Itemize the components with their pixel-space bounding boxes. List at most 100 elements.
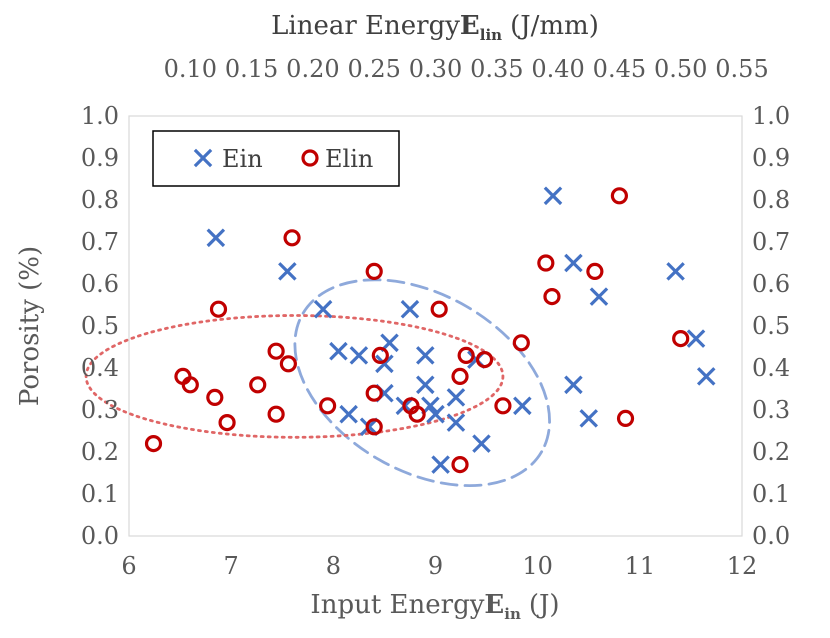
x-tick-label: 8 bbox=[326, 552, 341, 580]
point-ein bbox=[513, 396, 532, 416]
point-ein bbox=[666, 262, 685, 281]
point-elin bbox=[451, 456, 469, 474]
point-ein bbox=[313, 299, 333, 319]
bottom-axis-ticks: 6 7 8 9 10 11 12 bbox=[121, 552, 757, 580]
legend-elin-marker bbox=[301, 149, 319, 167]
annotation-ellipses bbox=[84, 278, 551, 488]
ellipse-elin bbox=[84, 314, 505, 439]
top-axis-title-sub: lin bbox=[480, 26, 502, 44]
x-tick-label: 6 bbox=[121, 552, 136, 580]
point-ein bbox=[400, 299, 420, 319]
y2-tick-label: 0.7 bbox=[752, 228, 790, 256]
x2-tick-label: 0.20 bbox=[286, 55, 339, 83]
point-ein bbox=[375, 354, 394, 374]
point-elin bbox=[610, 187, 629, 205]
point-ein bbox=[329, 341, 348, 361]
point-elin bbox=[408, 405, 426, 423]
point-elin bbox=[206, 388, 224, 406]
point-ein bbox=[416, 375, 435, 395]
point-elin bbox=[181, 376, 199, 394]
point-ein bbox=[206, 228, 226, 248]
point-elin bbox=[537, 254, 555, 272]
x2-tick-label: 0.55 bbox=[715, 55, 768, 83]
point-elin bbox=[451, 367, 469, 385]
legend: Ein Elin bbox=[152, 130, 400, 187]
point-ein bbox=[431, 455, 450, 474]
y-tick-label: 0.1 bbox=[81, 480, 119, 508]
point-elin bbox=[267, 405, 285, 423]
y-tick-label: 0.7 bbox=[81, 228, 119, 256]
ellipse-ein bbox=[293, 278, 551, 488]
legend-ein-marker bbox=[193, 148, 213, 168]
point-ein bbox=[446, 413, 466, 432]
point-elin bbox=[365, 418, 383, 436]
right-axis-ticks: 0.0 0.1 0.2 0.3 0.4 0.5 0.6 0.7 0.8 0.9 1.0 bbox=[752, 102, 790, 550]
point-elin bbox=[512, 334, 530, 352]
point-elin bbox=[283, 229, 301, 247]
x2-tick-label: 0.35 bbox=[470, 55, 523, 83]
point-elin bbox=[267, 342, 285, 360]
point-elin bbox=[249, 376, 267, 394]
point-ein bbox=[564, 375, 583, 395]
x-tick-label: 11 bbox=[625, 552, 656, 580]
top-axis-title-unit: (J/mm) bbox=[510, 11, 599, 41]
point-ein bbox=[416, 346, 435, 365]
top-axis-title: Linear EnergyElin (J/mm) bbox=[271, 11, 599, 44]
x-tick-label: 7 bbox=[224, 552, 239, 580]
bottom-axis-title-text: Input Energy bbox=[310, 590, 484, 620]
point-elin bbox=[616, 409, 635, 427]
x2-tick-label: 0.40 bbox=[531, 55, 584, 83]
point-ein bbox=[359, 417, 379, 437]
x-tick-label: 9 bbox=[428, 552, 443, 580]
y-axis-title: Porosity (%) bbox=[15, 246, 45, 406]
point-elin bbox=[371, 346, 389, 364]
y-tick-label: 0.0 bbox=[81, 522, 119, 550]
y2-tick-label: 0.4 bbox=[752, 354, 790, 382]
y2-tick-label: 0.5 bbox=[752, 312, 790, 340]
x2-tick-label: 0.45 bbox=[593, 55, 646, 83]
point-ein bbox=[380, 333, 399, 353]
legend-ein-label: Ein bbox=[222, 145, 263, 173]
bottom-axis-title: Input EnergyEin (J) bbox=[310, 590, 559, 623]
point-elin bbox=[365, 384, 383, 402]
point-elin bbox=[457, 346, 475, 364]
y-tick-label: 0.6 bbox=[81, 270, 119, 298]
legend-elin-label: Elin bbox=[325, 145, 373, 173]
data-points bbox=[144, 186, 716, 474]
point-ein bbox=[686, 329, 706, 348]
point-ein bbox=[426, 404, 445, 424]
point-ein bbox=[543, 186, 563, 206]
point-elin bbox=[586, 262, 604, 280]
top-axis-ticks: 0.10 0.15 0.20 0.25 0.30 0.35 0.40 0.45 0.50 0.55 bbox=[164, 55, 769, 83]
point-elin bbox=[218, 414, 236, 432]
point-elin bbox=[475, 351, 494, 369]
point-elin bbox=[209, 300, 228, 318]
x-tick-label: 10 bbox=[522, 552, 553, 580]
point-ein bbox=[472, 434, 491, 453]
point-ein bbox=[564, 253, 583, 273]
x2-tick-label: 0.25 bbox=[347, 55, 400, 83]
point-elin bbox=[430, 300, 448, 318]
point-elin bbox=[319, 397, 337, 415]
y-tick-label: 0.3 bbox=[81, 396, 119, 424]
y2-tick-label: 0.3 bbox=[752, 396, 790, 424]
point-ein bbox=[696, 367, 716, 386]
y2-tick-label: 0.6 bbox=[752, 270, 790, 298]
x2-tick-label: 0.50 bbox=[654, 55, 707, 83]
point-ein bbox=[421, 396, 440, 416]
y-tick-label: 0.8 bbox=[81, 186, 119, 214]
y-tick-label: 0.9 bbox=[81, 144, 119, 172]
y-tick-label: 0.4 bbox=[81, 354, 119, 382]
point-ein bbox=[589, 287, 609, 306]
legend-box bbox=[152, 130, 400, 187]
top-axis-title-text: Linear Energy bbox=[271, 11, 460, 41]
y-tick-label: 1.0 bbox=[81, 102, 119, 130]
x-tick-label: 12 bbox=[727, 552, 758, 580]
y2-tick-label: 0.8 bbox=[752, 186, 790, 214]
bottom-axis-title-unit: (J) bbox=[529, 590, 560, 620]
point-elin bbox=[672, 330, 690, 348]
left-axis-ticks: 0.0 0.1 0.2 0.3 0.4 0.5 0.6 0.7 0.8 0.9 1.0 bbox=[81, 102, 119, 550]
point-elin bbox=[279, 355, 297, 373]
